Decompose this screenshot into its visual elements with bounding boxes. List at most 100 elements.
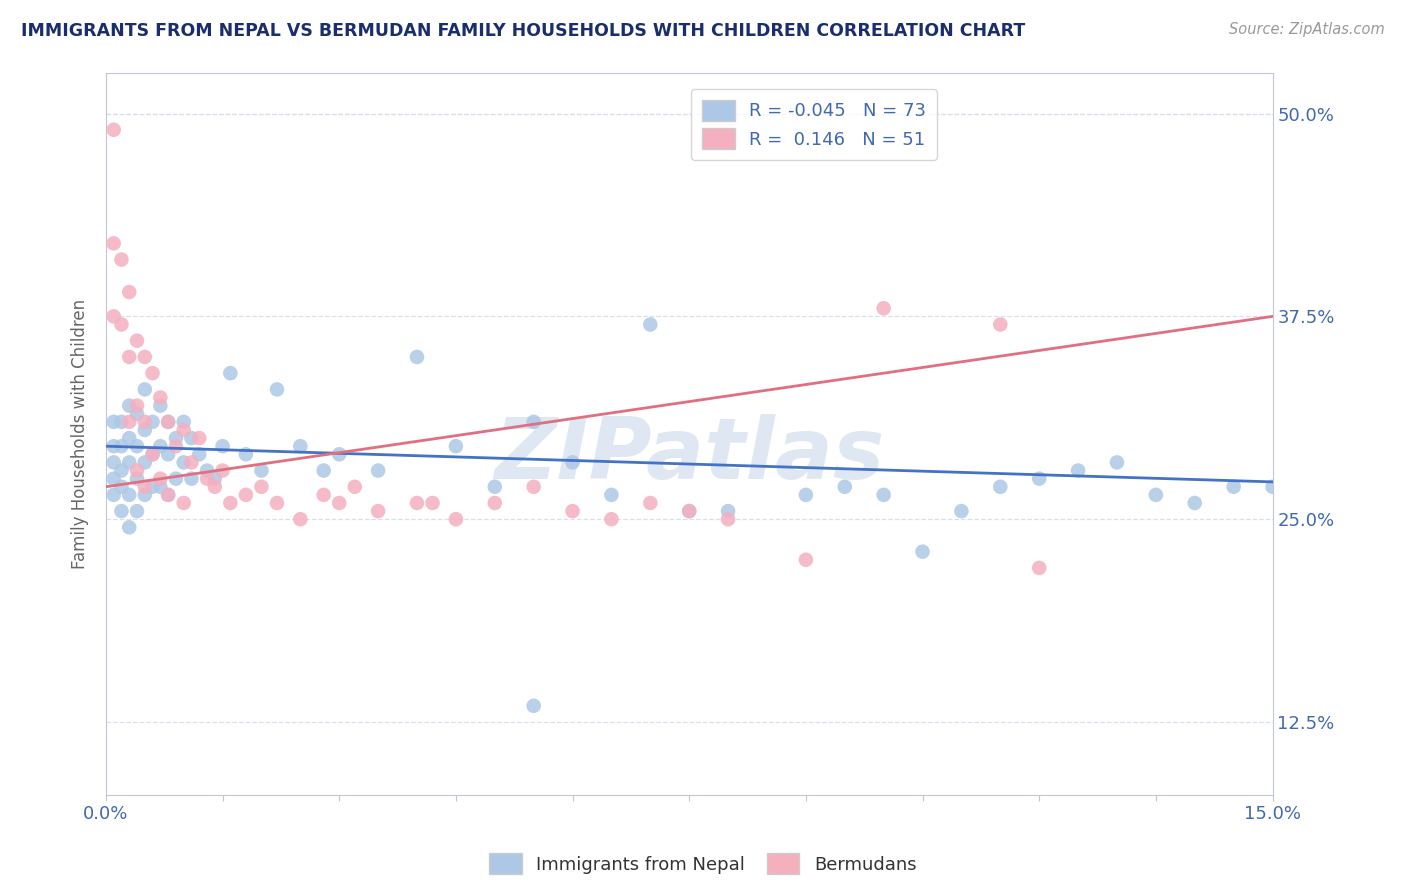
Point [794, 488, 817, 502]
Point [180, 472, 202, 486]
Point [561, 455, 583, 469]
Point [134, 488, 156, 502]
Point [149, 439, 172, 453]
Point [118, 285, 141, 299]
Point [195, 464, 218, 478]
Point [484, 496, 506, 510]
Point [422, 496, 444, 510]
Point [118, 415, 141, 429]
Text: ZIPatlas: ZIPatlas [494, 414, 884, 497]
Point [103, 310, 125, 324]
Point [266, 496, 288, 510]
Legend: R = -0.045   N = 73, R =  0.146   N = 51: R = -0.045 N = 73, R = 0.146 N = 51 [692, 89, 936, 160]
Point [1067, 464, 1090, 478]
Point [118, 350, 141, 364]
Point [118, 488, 141, 502]
Point [406, 496, 429, 510]
Point [988, 480, 1011, 494]
Point [173, 423, 195, 437]
Point [600, 488, 623, 502]
Point [204, 480, 226, 494]
Point [110, 464, 132, 478]
Point [204, 472, 226, 486]
Point [328, 447, 350, 461]
Point [125, 399, 148, 413]
Point [834, 480, 856, 494]
Point [149, 480, 172, 494]
Point [134, 455, 156, 469]
Point [173, 455, 195, 469]
Point [211, 464, 233, 478]
Point [110, 439, 132, 453]
Point [142, 366, 165, 380]
Point [103, 488, 125, 502]
Point [678, 504, 700, 518]
Point [125, 334, 148, 348]
Point [640, 318, 662, 332]
Point [1144, 488, 1167, 502]
Point [444, 439, 467, 453]
Point [950, 504, 973, 518]
Point [103, 236, 125, 251]
Point [149, 472, 172, 486]
Point [523, 480, 546, 494]
Point [1028, 472, 1050, 486]
Text: IMMIGRANTS FROM NEPAL VS BERMUDAN FAMILY HOUSEHOLDS WITH CHILDREN CORRELATION CH: IMMIGRANTS FROM NEPAL VS BERMUDAN FAMILY… [21, 22, 1025, 40]
Point [235, 488, 257, 502]
Point [110, 504, 132, 518]
Point [118, 399, 141, 413]
Point [312, 488, 335, 502]
Point [149, 399, 172, 413]
Point [125, 464, 148, 478]
Point [110, 480, 132, 494]
Point [561, 504, 583, 518]
Point [1105, 455, 1128, 469]
Point [118, 455, 141, 469]
Point [173, 415, 195, 429]
Point [157, 415, 180, 429]
Point [134, 350, 156, 364]
Point [110, 252, 132, 267]
Point [165, 439, 187, 453]
Point [142, 415, 165, 429]
Point [125, 439, 148, 453]
Point [523, 698, 546, 713]
Point [678, 504, 700, 518]
Point [290, 439, 312, 453]
Point [165, 431, 187, 445]
Point [235, 447, 257, 461]
Point [188, 431, 211, 445]
Point [290, 512, 312, 526]
Point [157, 447, 180, 461]
Point [1222, 480, 1244, 494]
Point [872, 301, 894, 316]
Point [142, 447, 165, 461]
Point [180, 431, 202, 445]
Point [1184, 496, 1206, 510]
Point [211, 439, 233, 453]
Point [157, 488, 180, 502]
Point [103, 455, 125, 469]
Point [134, 383, 156, 397]
Point [219, 366, 242, 380]
Point [165, 472, 187, 486]
Y-axis label: Family Households with Children: Family Households with Children [72, 299, 89, 569]
Point [444, 512, 467, 526]
Point [640, 496, 662, 510]
Point [103, 472, 125, 486]
Point [328, 496, 350, 510]
Point [343, 480, 366, 494]
Legend: Immigrants from Nepal, Bermudans: Immigrants from Nepal, Bermudans [482, 846, 924, 881]
Point [1028, 561, 1050, 575]
Point [406, 350, 429, 364]
Point [110, 415, 132, 429]
Point [149, 391, 172, 405]
Point [157, 488, 180, 502]
Point [367, 504, 389, 518]
Point [134, 423, 156, 437]
Point [134, 415, 156, 429]
Point [484, 480, 506, 494]
Point [250, 464, 273, 478]
Point [250, 480, 273, 494]
Point [110, 318, 132, 332]
